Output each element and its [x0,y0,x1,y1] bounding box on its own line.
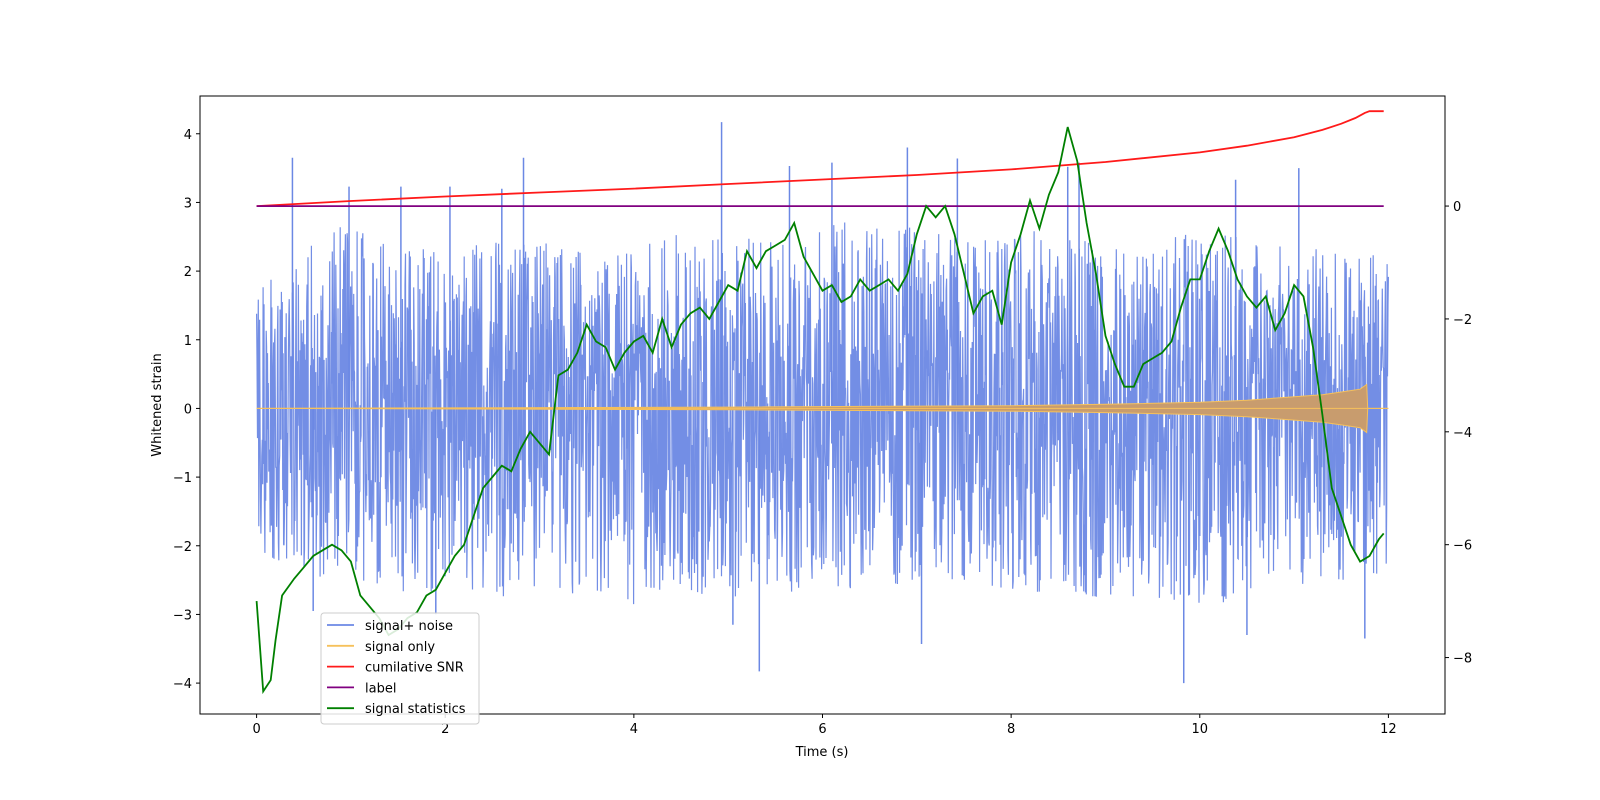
y-axis-label: Whitened strain [150,353,165,456]
x-axis: 0 2 4 6 8 10 12 [252,714,1397,737]
noise-trace [256,222,1389,605]
series-cumilative-snr [256,110,1384,207]
x-tick-label: 12 [1380,722,1397,737]
y2-tick-label: 0 [1453,200,1461,215]
y-axis-left: 4 3 2 1 0 −1 −2 −3 −4 [173,128,200,692]
x-tick-label: 10 [1191,722,1208,737]
signal-statistics-line [255,126,1385,695]
legend-label: signal+ noise [365,619,453,634]
series-signal-only [256,383,1389,434]
y-tick-label: −2 [173,540,192,555]
y2-tick-label: −6 [1453,539,1472,554]
y2-tick-label: −8 [1453,652,1472,667]
snr-line [256,110,1384,207]
y-tick-label: 0 [184,402,192,417]
legend-box [320,612,480,725]
x-tick-label: 0 [252,722,260,737]
y-tick-label: −3 [173,608,192,623]
series-signal-statistics [255,126,1385,695]
legend-label: signal only [365,640,435,655]
x-tick-label: 2 [441,722,449,737]
y-tick-label: −4 [173,677,192,692]
x-tick-label: 6 [818,722,826,737]
legend: signal+ noise signal only cumilative SNR la… [320,612,480,725]
y-tick-label: 3 [184,196,192,211]
y-tick-label: 4 [184,128,192,143]
y2-tick-label: −2 [1453,313,1472,328]
legend-label: signal statistics [365,702,466,717]
y2-tick-label: −4 [1453,426,1472,441]
y-tick-label: −1 [173,471,192,486]
legend-label: cumilative SNR [365,661,464,676]
y-axis-right: 0 −2 −4 −6 −8 [1445,200,1472,667]
y-tick-label: 2 [184,265,192,280]
x-axis-label: Time (s) [795,745,849,760]
x-tick-label: 8 [1007,722,1015,737]
x-tick-label: 4 [630,722,638,737]
y-tick-label: 1 [184,334,192,349]
legend-label: label [365,681,396,696]
